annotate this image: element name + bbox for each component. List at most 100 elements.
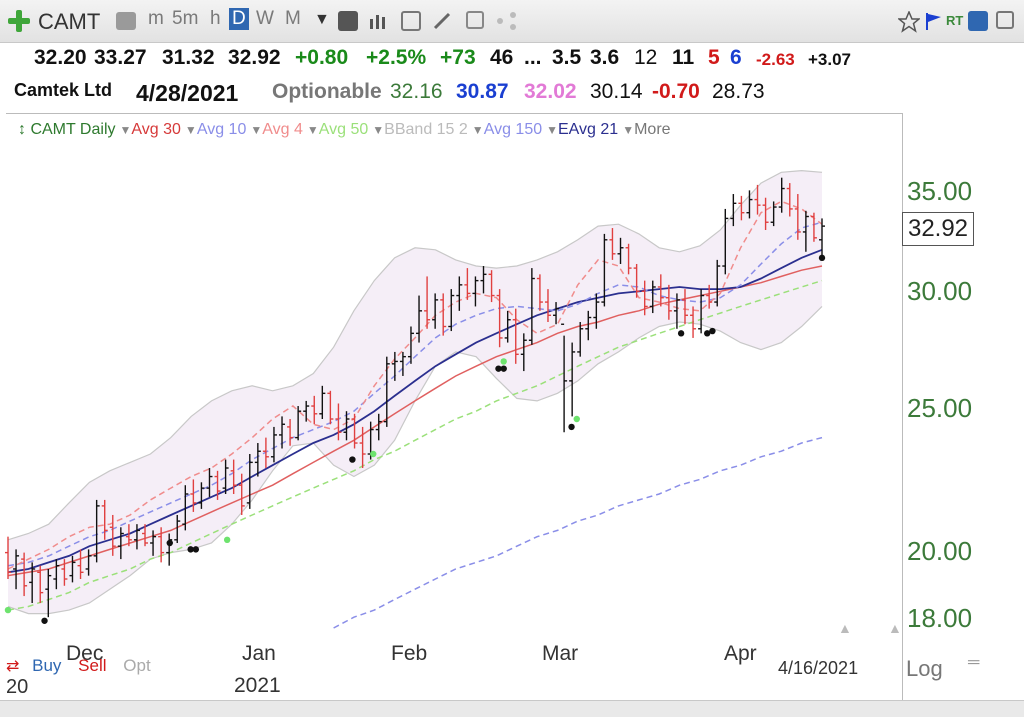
buy-button[interactable]: Buy [32, 656, 62, 675]
legend-item[interactable]: ↕ CAMT Daily [18, 121, 116, 138]
grid-icon[interactable] [401, 11, 421, 31]
bar-chart-glyph [370, 15, 385, 29]
legend-item[interactable]: Avg 150 [483, 121, 543, 138]
star-icon[interactable] [898, 11, 920, 33]
options-button[interactable]: Opt [123, 656, 151, 675]
quote-field: -0.70 [652, 80, 700, 103]
left-axis-value: 20 [6, 676, 29, 698]
quote-field: 3.5 [552, 46, 582, 69]
signal-dot-green [4, 606, 12, 614]
scroll-up-arrow-icon[interactable]: ▲ [838, 620, 852, 636]
timeframe-h[interactable]: h [210, 8, 221, 29]
window-icon[interactable] [996, 11, 1014, 29]
x-tick-label: Jan [242, 642, 276, 665]
ma-line-avg-30 [7, 265, 823, 577]
legend-dropdown-icon[interactable]: ▼ [546, 123, 558, 137]
share-icon[interactable] [496, 11, 516, 31]
quote-field: 32.02 [524, 80, 577, 103]
quote-field: 11 [672, 46, 695, 69]
legend-dropdown-icon[interactable]: ▼ [184, 123, 197, 137]
text-tool-icon[interactable] [338, 11, 358, 31]
legend-dropdown-icon[interactable]: ▼ [250, 123, 263, 137]
bar-chart-icon[interactable] [368, 11, 388, 31]
quote-row-secondary: Camtek Ltd 4/28/2021 Optionable 32.16 30.87 3… [0, 78, 1024, 108]
legend-dropdown-icon[interactable]: ▼ [622, 123, 635, 137]
quote-field: 3.6 [590, 46, 620, 69]
s-badge-icon[interactable] [968, 11, 988, 31]
legend-item[interactable]: Avg 10 [196, 121, 247, 138]
share-glyph [497, 12, 516, 30]
pencil-icon[interactable] [432, 11, 452, 31]
ma-line-avg-150 [333, 436, 823, 629]
chart-frame [6, 113, 903, 700]
signal-dot-black [187, 546, 194, 553]
ma-line-avg-4 [7, 200, 823, 570]
signal-dot-black [495, 365, 502, 372]
quote-field: 30.14 [590, 80, 643, 103]
y-tick-label: 18.00 [907, 603, 973, 633]
signal-dot-black [41, 617, 48, 624]
settings-icon[interactable] [116, 12, 136, 30]
timeframe-mo[interactable]: M [285, 8, 301, 29]
timeframe-dropdown-icon[interactable]: ▼ [314, 11, 330, 28]
year-label: 2021 [234, 674, 281, 697]
signal-dot-black [166, 539, 173, 547]
bottom-panel-strip [0, 700, 1024, 717]
flag-glyph [926, 13, 941, 30]
symbol-input[interactable]: CAMT [38, 9, 101, 34]
quote-field: +3.07 [808, 50, 852, 69]
timeframe-w[interactable]: W [256, 8, 274, 29]
quote-field: 12 [634, 46, 658, 69]
legend-item[interactable]: BBand 15 2 [384, 121, 468, 138]
log-scale-toggle[interactable]: Log [906, 656, 943, 681]
signal-dot-black [568, 423, 575, 431]
legend-item[interactable]: More [634, 121, 671, 138]
scale-menu-icon[interactable]: ═ [968, 654, 980, 671]
legend-dropdown-icon[interactable]: ▼ [372, 123, 385, 137]
timeframe-m[interactable]: m [148, 8, 164, 29]
pencil-glyph [433, 12, 451, 30]
signal-dot-black [500, 365, 507, 372]
flag-icon[interactable] [924, 11, 944, 31]
timeframe-5m[interactable]: 5m [172, 8, 199, 29]
signal-dot-green [573, 415, 580, 423]
legend-item[interactable]: Avg 30 [131, 121, 181, 138]
indicator-legend: ↕ CAMT Daily ▼Avg 30 ▼Avg 10 ▼Avg 4 ▼Avg 50 ▼… [18, 121, 671, 141]
timeframe-d[interactable]: D [229, 8, 249, 30]
quote-field: 46 [490, 46, 514, 69]
legend-dropdown-icon[interactable]: ▼ [471, 123, 484, 137]
add-symbol-icon[interactable] [8, 10, 30, 32]
quote-field: Optionable [272, 80, 382, 103]
signal-dot-black [709, 327, 716, 335]
quote-field: 28.73 [712, 80, 765, 103]
signal-dot-black [677, 330, 685, 337]
legend-item[interactable]: Avg 4 [262, 121, 303, 138]
legend-item[interactable]: Avg 50 [318, 121, 369, 138]
crosshair-date-tag: 4/16/2021 [778, 658, 859, 678]
quote-row-primary: 32.20 33.27 31.32 32.92 +0.80 +2.5% +73 46... 3.… [0, 44, 1024, 74]
x-tick-label: Mar [542, 642, 579, 665]
signal-dot-black [818, 254, 826, 262]
signal-dot-green [223, 536, 231, 544]
bband-upper-line [7, 169, 823, 541]
signal-dot-black [192, 546, 200, 553]
x-tick-label: Feb [391, 642, 428, 665]
quote-date: 4/28/2021 [136, 80, 239, 106]
quote-field: 5 [708, 46, 720, 69]
star-glyph [898, 11, 920, 33]
x-tick-label: Dec [66, 642, 104, 665]
note-icon[interactable] [466, 11, 484, 29]
quote-field: +73 [440, 46, 476, 69]
arrow-exchange-icon[interactable]: ⇄ [6, 658, 20, 675]
quote-field: 32.92 [228, 46, 281, 69]
quote-field: 33.27 [94, 46, 147, 69]
legend-item[interactable]: EAvg 21 [558, 121, 619, 138]
quote-field: 32.16 [390, 80, 443, 103]
legend-dropdown-icon[interactable]: ▼ [306, 123, 319, 137]
sell-button[interactable]: Sell [78, 656, 107, 675]
axis-up-arrow-icon[interactable]: ▲ [888, 620, 902, 636]
quote-field: +0.80 [295, 46, 349, 69]
legend-dropdown-icon[interactable]: ▼ [119, 123, 132, 137]
x-tick-label: Apr [724, 642, 757, 665]
